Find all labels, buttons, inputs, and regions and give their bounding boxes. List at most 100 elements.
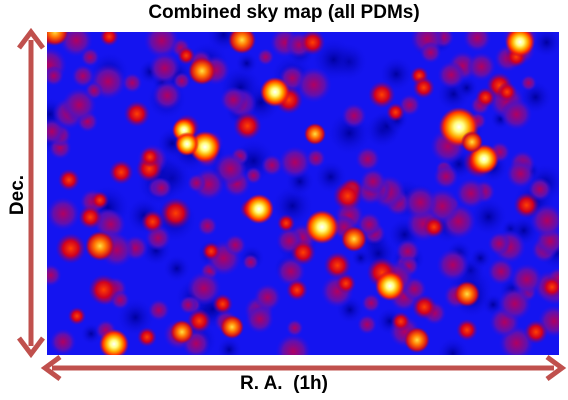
bright-source (461, 131, 483, 153)
bright-source (170, 320, 194, 344)
red-source (391, 311, 411, 332)
ra-axis-label: R. A. (1h) (240, 373, 328, 394)
bright-source (188, 57, 216, 85)
dim-source (341, 103, 367, 129)
bright-source (456, 319, 478, 341)
bright-source (286, 279, 308, 301)
red-source (412, 76, 435, 99)
dim-source (220, 86, 247, 114)
bright-source (341, 226, 367, 252)
red-source (67, 306, 87, 326)
dim-source (253, 283, 282, 312)
bright-source (423, 216, 445, 238)
dark-patch (435, 336, 470, 355)
red-source (55, 233, 87, 264)
red-source (99, 32, 119, 47)
red-source (186, 308, 212, 334)
dim-source (47, 196, 81, 231)
red-source (290, 239, 316, 266)
red-source (233, 111, 262, 141)
dim-source (49, 328, 77, 355)
dim-source (148, 52, 181, 85)
red-source (201, 241, 221, 261)
dim-source (497, 286, 532, 321)
dim-source (197, 216, 218, 236)
dim-source (463, 32, 492, 52)
bright-source-layer (47, 32, 559, 355)
dim-source (433, 164, 459, 189)
dim-source (419, 41, 442, 64)
sky-map-canvas (47, 32, 559, 355)
dim-source (437, 61, 465, 89)
bright-source (228, 32, 256, 54)
dim-source (296, 67, 332, 103)
dim-source (143, 32, 180, 59)
red-source (108, 159, 134, 185)
bright-source (305, 210, 339, 244)
red-source (475, 87, 496, 108)
red-source (332, 181, 363, 211)
dim-source (122, 72, 143, 93)
dim-source (506, 159, 535, 189)
bright-source (244, 194, 274, 224)
dim-source (278, 146, 312, 179)
bright-source (505, 32, 535, 57)
figure-title: Combined sky map (all PDMs) (148, 2, 420, 23)
dim-source (520, 74, 537, 92)
red-source (276, 213, 296, 233)
dim-source (355, 146, 381, 172)
red-source (159, 197, 192, 230)
dim-source (179, 295, 198, 315)
dim-source (150, 177, 173, 199)
dim-source (47, 118, 65, 145)
dim-source (71, 64, 95, 88)
dim-source (455, 178, 487, 209)
bright-source (137, 327, 157, 347)
red-source (57, 168, 81, 192)
red-source (513, 192, 540, 219)
dim-source (245, 305, 274, 334)
sky-map-image (47, 32, 559, 355)
red-source (411, 294, 437, 320)
dim-source (436, 248, 470, 282)
dim-source (80, 47, 100, 67)
dim-source (224, 234, 247, 256)
dim-source (152, 80, 182, 111)
bright-source (220, 315, 244, 339)
dim-source (361, 293, 381, 313)
bright-source (47, 32, 69, 46)
bright-source (541, 276, 559, 298)
dim-source (510, 263, 543, 296)
red-source (323, 251, 352, 280)
dim-source (186, 271, 221, 306)
dark-patch (468, 246, 492, 270)
dim-source (47, 264, 62, 287)
red-source (123, 100, 151, 128)
bright-source (99, 329, 129, 355)
dim-source (61, 87, 97, 123)
dim-source (360, 168, 387, 195)
bright-source (260, 77, 290, 107)
bright-source (454, 281, 480, 307)
red-source (140, 210, 165, 234)
dim-source (306, 148, 326, 168)
red-source (368, 81, 396, 109)
dim-source (286, 319, 304, 337)
dark-patch (468, 197, 509, 237)
bright-source (524, 320, 548, 344)
bright-source (497, 82, 517, 102)
dim-source (500, 98, 533, 131)
dim-source (275, 333, 311, 355)
dim-source (403, 185, 438, 220)
bright-source (304, 123, 326, 145)
red-source (386, 102, 406, 122)
red-source (88, 274, 120, 306)
dim-source (467, 52, 496, 82)
dec-axis-label: Dec. (7, 174, 28, 216)
bright-source (175, 132, 199, 156)
red-source (299, 32, 326, 56)
dim-source (357, 314, 377, 335)
red-source (78, 205, 103, 230)
dim-source (242, 253, 259, 271)
